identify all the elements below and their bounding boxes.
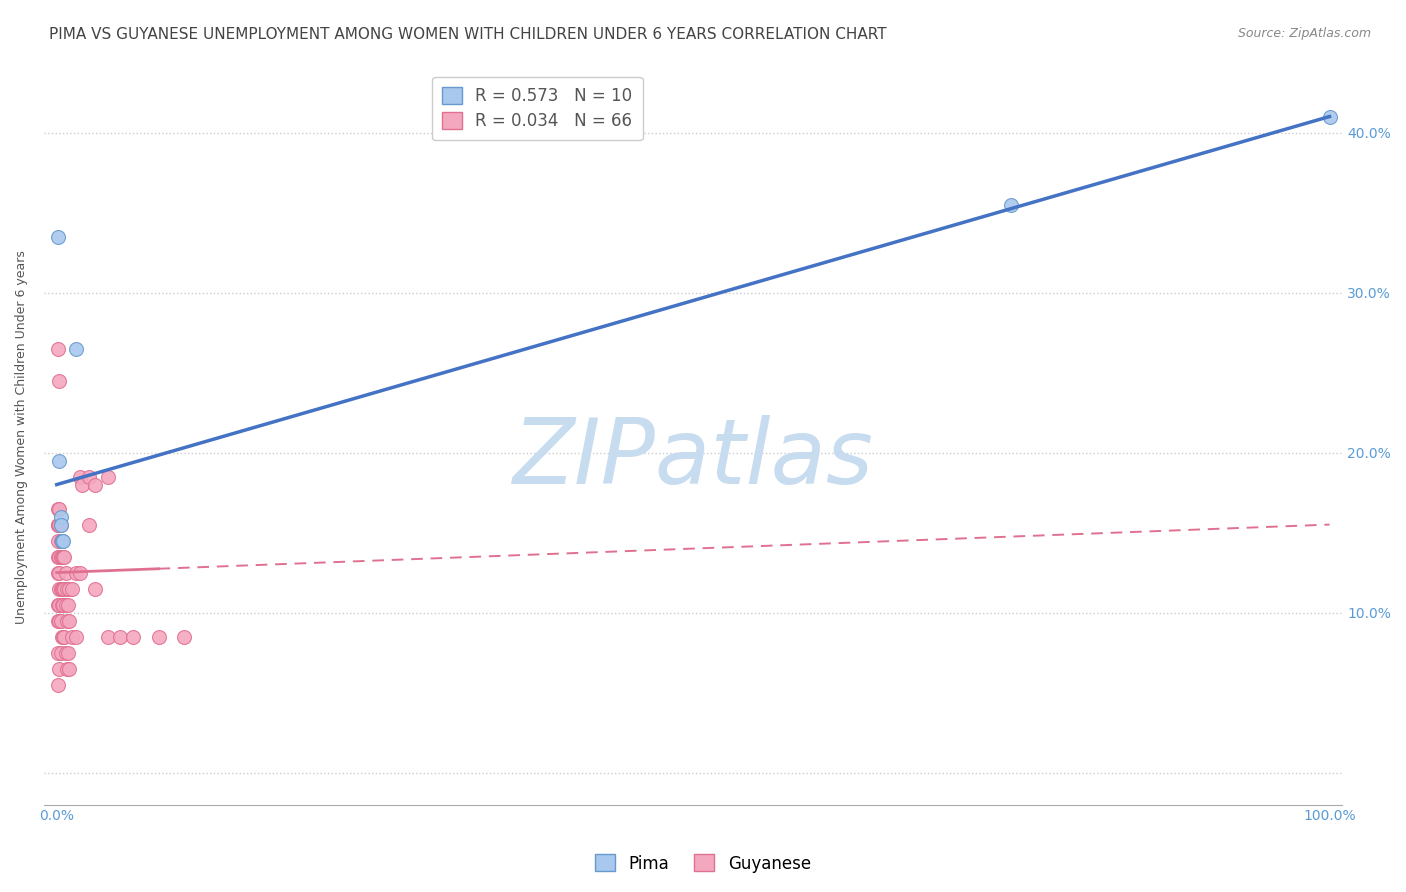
Point xyxy=(69,566,91,580)
Point xyxy=(51,549,73,564)
Point xyxy=(60,582,83,596)
Point xyxy=(48,582,70,596)
Point xyxy=(49,533,72,548)
Point xyxy=(58,662,80,676)
Point xyxy=(46,342,69,356)
Point xyxy=(65,630,87,644)
Point xyxy=(51,533,73,548)
Point xyxy=(46,517,69,532)
Point xyxy=(46,229,69,244)
Point xyxy=(49,517,72,532)
Point xyxy=(65,342,87,356)
Point xyxy=(122,630,145,644)
Point xyxy=(46,517,69,532)
Point xyxy=(55,598,77,612)
Point xyxy=(56,598,79,612)
Point xyxy=(83,477,105,491)
Point xyxy=(51,533,73,548)
Point xyxy=(48,549,70,564)
Point xyxy=(52,598,75,612)
Point xyxy=(51,533,73,548)
Point xyxy=(48,614,70,628)
Point xyxy=(48,501,70,516)
Point xyxy=(1319,110,1341,124)
Point xyxy=(49,646,72,660)
Text: ZIPatlas: ZIPatlas xyxy=(513,415,873,503)
Point xyxy=(55,566,77,580)
Point xyxy=(48,566,70,580)
Point xyxy=(56,614,79,628)
Point xyxy=(173,630,195,644)
Text: Source: ZipAtlas.com: Source: ZipAtlas.com xyxy=(1237,27,1371,40)
Point xyxy=(46,549,69,564)
Point xyxy=(97,630,120,644)
Point xyxy=(60,630,83,644)
Text: PIMA VS GUYANESE UNEMPLOYMENT AMONG WOMEN WITH CHILDREN UNDER 6 YEARS CORRELATIO: PIMA VS GUYANESE UNEMPLOYMENT AMONG WOME… xyxy=(49,27,887,42)
Point xyxy=(53,630,76,644)
Point xyxy=(52,630,75,644)
Point xyxy=(56,662,79,676)
Point xyxy=(56,646,79,660)
Point xyxy=(46,566,69,580)
Point xyxy=(48,517,70,532)
Point xyxy=(48,598,70,612)
Point xyxy=(83,582,105,596)
Point xyxy=(49,517,72,532)
Point xyxy=(49,614,72,628)
Point xyxy=(48,453,70,467)
Point xyxy=(70,477,93,491)
Point xyxy=(77,517,100,532)
Point xyxy=(51,630,73,644)
Point xyxy=(53,582,76,596)
Point xyxy=(48,662,70,676)
Point xyxy=(148,630,170,644)
Point xyxy=(46,646,69,660)
Point xyxy=(77,469,100,483)
Point xyxy=(58,582,80,596)
Legend: Pima, Guyanese: Pima, Guyanese xyxy=(589,847,817,880)
Point xyxy=(69,469,91,483)
Point xyxy=(49,549,72,564)
Point xyxy=(46,533,69,548)
Y-axis label: Unemployment Among Women with Children Under 6 years: Unemployment Among Women with Children U… xyxy=(15,250,28,624)
Legend: R = 0.573   N = 10, R = 0.034   N = 66: R = 0.573 N = 10, R = 0.034 N = 66 xyxy=(432,77,643,140)
Point xyxy=(48,374,70,388)
Point xyxy=(52,549,75,564)
Point xyxy=(49,582,72,596)
Point xyxy=(46,501,69,516)
Point xyxy=(97,469,120,483)
Point xyxy=(46,598,69,612)
Point xyxy=(52,533,75,548)
Point xyxy=(49,509,72,524)
Point xyxy=(58,614,80,628)
Point xyxy=(56,582,79,596)
Point xyxy=(1000,197,1022,211)
Point xyxy=(51,598,73,612)
Point xyxy=(65,566,87,580)
Point xyxy=(46,614,69,628)
Point xyxy=(51,582,73,596)
Point xyxy=(110,630,132,644)
Point xyxy=(52,582,75,596)
Point xyxy=(55,646,77,660)
Point xyxy=(46,677,69,691)
Point xyxy=(53,549,76,564)
